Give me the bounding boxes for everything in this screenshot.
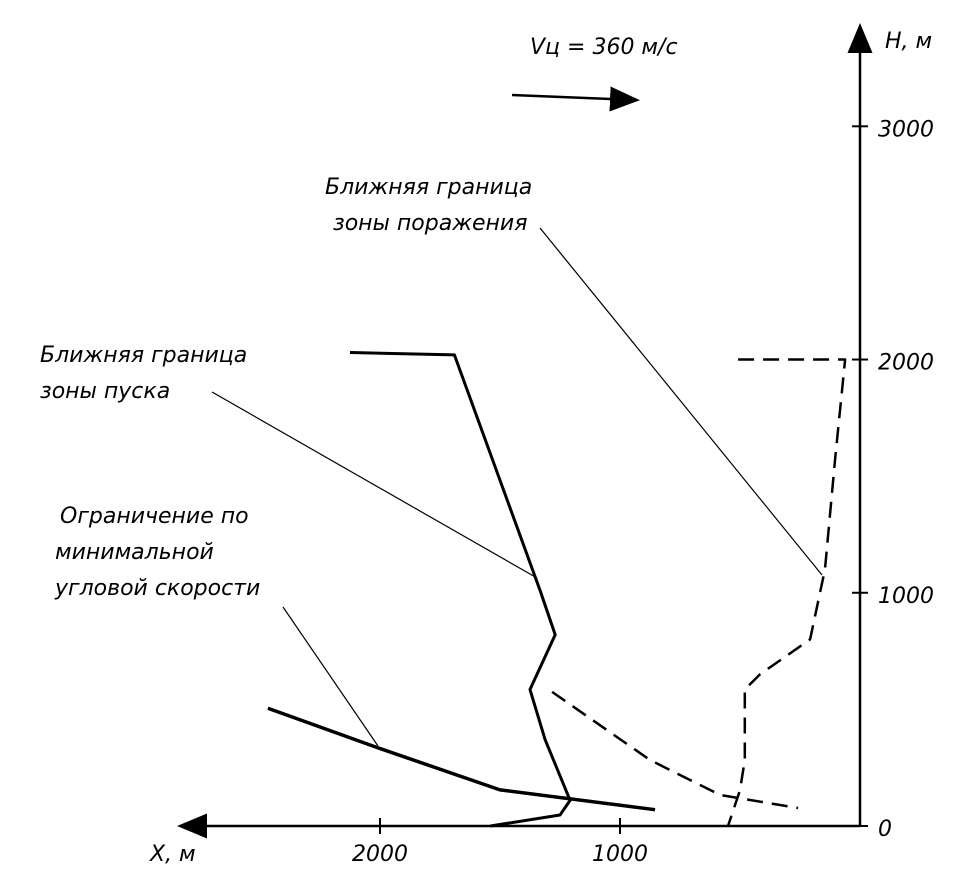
x-axis-title: X, м bbox=[149, 842, 196, 867]
annotation: минимальной bbox=[55, 540, 214, 565]
curve bbox=[726, 358, 847, 827]
y-tick-label: 1000 bbox=[878, 584, 934, 609]
y-tick-label: 3000 bbox=[878, 117, 934, 142]
annotation: зоны поражения bbox=[333, 211, 527, 236]
curve bbox=[349, 351, 572, 828]
y-tick-label: 0 bbox=[878, 817, 892, 842]
annotation: угловой скорости bbox=[54, 576, 260, 601]
chart-title: Vц = 360 м/с bbox=[530, 35, 678, 60]
x-tick-label: 2000 bbox=[352, 842, 408, 867]
annotation: зоны пуска bbox=[40, 379, 170, 404]
annotation: Ограничение по bbox=[60, 504, 249, 529]
curve bbox=[267, 706, 656, 812]
leader-line bbox=[282, 606, 379, 747]
y-axis-title: H, м bbox=[885, 29, 932, 54]
leader-line bbox=[539, 227, 823, 576]
annotation: Ближняя граница bbox=[40, 343, 247, 368]
y-tick-label: 2000 bbox=[878, 351, 934, 376]
annotation: Ближняя граница bbox=[325, 175, 532, 200]
speed-arrow bbox=[511, 86, 640, 112]
leader-line bbox=[211, 391, 538, 579]
x-tick-label: 1000 bbox=[592, 842, 648, 867]
curve bbox=[551, 690, 799, 810]
